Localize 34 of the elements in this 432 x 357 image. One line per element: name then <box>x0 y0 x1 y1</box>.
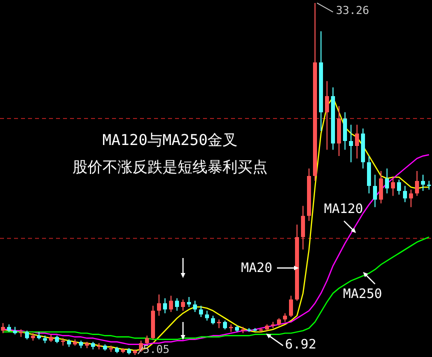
candlestick <box>409 189 413 208</box>
candlestick <box>325 80 329 150</box>
candlestick <box>187 296 191 308</box>
candlestick <box>301 205 305 250</box>
series-label: MA250 <box>343 287 382 302</box>
candlestick <box>421 174 425 192</box>
series-label: MA20 <box>241 261 272 276</box>
candlestick <box>343 112 347 150</box>
candlestick <box>373 174 377 208</box>
candlestick <box>157 294 161 316</box>
candlestick <box>205 310 209 322</box>
candlestick <box>193 300 197 312</box>
candlestick <box>289 295 293 318</box>
candlestick <box>169 295 173 312</box>
candlestick <box>163 298 167 314</box>
candlestick <box>181 298 185 312</box>
price-label: 33.26 <box>336 4 370 17</box>
candlestick <box>403 185 407 203</box>
candlestick <box>415 170 419 196</box>
candlestick <box>397 179 401 196</box>
note: 股价不涨反跌是短线暴利买点 <box>72 158 268 176</box>
candlestick <box>349 124 353 163</box>
note: MA120与MA250金叉 <box>102 131 238 149</box>
candlestick <box>199 305 203 318</box>
candlestick <box>385 168 389 194</box>
candlestick <box>367 155 371 194</box>
price-label: 5.05 <box>143 343 170 356</box>
candlestick <box>391 178 395 196</box>
candlestick <box>355 124 359 159</box>
candlestick <box>175 298 179 312</box>
series-label: MA120 <box>324 202 364 217</box>
price-label: 6.92 <box>285 338 316 353</box>
candlestick <box>379 170 383 204</box>
candlestick <box>1 322 5 334</box>
